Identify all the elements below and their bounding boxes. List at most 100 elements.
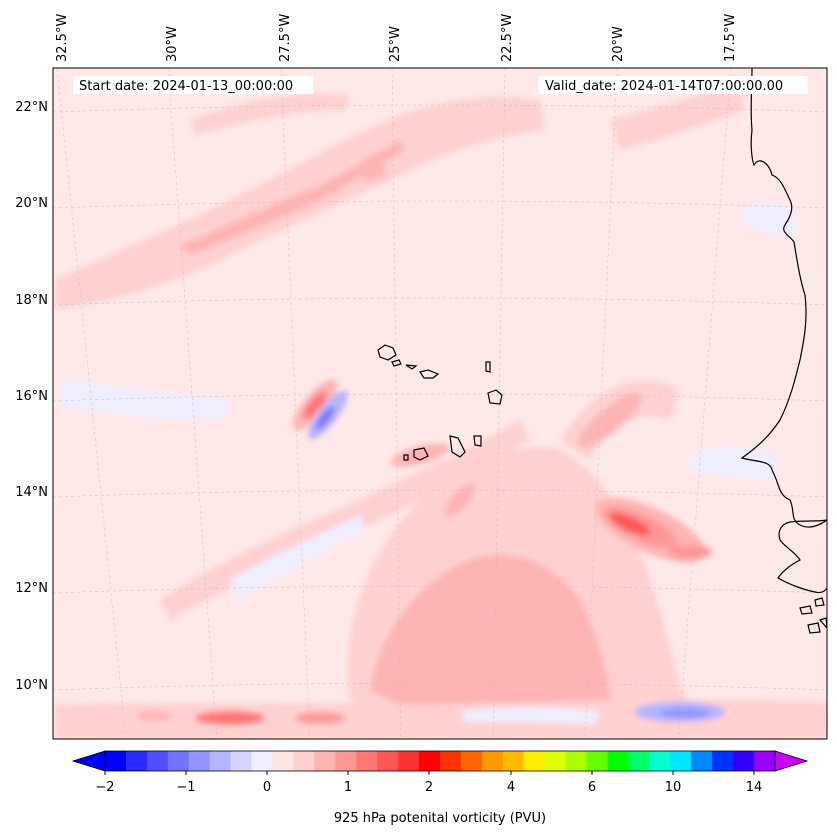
colorbar-segment [481, 751, 504, 771]
lat-label: 20°N [15, 196, 48, 211]
colorbar-segment [251, 751, 274, 771]
colorbar-segment [356, 751, 378, 771]
island-santiago [449, 435, 466, 458]
pv-red-streak-3 [137, 711, 173, 721]
pv-red-streak-1 [195, 711, 265, 725]
cb-tick-label: −2 [95, 780, 114, 795]
cb-tick-label: 6 [588, 780, 596, 795]
colorbar-segment [607, 751, 630, 771]
colorbar-segment [230, 751, 253, 771]
colorbar-segment [733, 751, 755, 771]
pv-red-vortex-core [303, 391, 327, 419]
colorbar-segment [272, 751, 295, 771]
colorbar: −2 −1 0 1 2 4 6 10 14 925 hPa potenital … [71, 750, 809, 826]
start-date-box [73, 76, 313, 94]
pv-red-tail-east [668, 545, 712, 559]
lon-label: 30°W [165, 26, 180, 62]
lat-gridline [53, 393, 827, 402]
lat-gridline [53, 104, 827, 113]
pv-blue-east [690, 447, 780, 480]
pv-patch-top [190, 93, 350, 135]
colorbar-segment [502, 751, 525, 771]
colorbar-ticks: −2 −1 0 1 2 4 6 10 14 [95, 771, 762, 795]
colorbar-segment [398, 751, 420, 771]
colorbar-segment [649, 751, 671, 771]
cb-tick-label: 4 [507, 780, 515, 795]
colorbar-segment [125, 751, 148, 771]
pv-red-patch-2 [578, 392, 642, 448]
pv-red-patch-3 [355, 160, 385, 180]
pv-contour-field [55, 85, 827, 739]
lat-gridline [53, 489, 827, 498]
colorbar-over-arrow [774, 750, 809, 772]
lat-gridline [53, 585, 827, 594]
colorbar-under-arrow [71, 750, 106, 772]
colorbar-segment [146, 751, 169, 771]
cb-tick-label: 14 [746, 780, 763, 795]
lon-label: 22.5°W [500, 14, 515, 62]
valid-date-text: Valid_date: 2024-01-14T07:00:00.00 [545, 79, 783, 94]
lat-label: 18°N [15, 293, 48, 308]
pv-blue-ne [740, 203, 800, 240]
colorbar-segment [460, 751, 483, 771]
colorbar-segment [544, 751, 567, 771]
pv-red-blob-east-core [609, 512, 651, 536]
lon-gridline [280, 68, 310, 739]
valid-date-box [538, 76, 808, 94]
lon-label: 17.5°W [723, 14, 738, 62]
colorbar-segment [440, 751, 462, 771]
pv-band-upper-right [610, 85, 745, 150]
colorbar-segments [105, 751, 776, 771]
cb-tick-label: 2 [425, 780, 433, 795]
colorbar-segment [754, 751, 776, 771]
cb-tick-label: 0 [263, 780, 271, 795]
lat-gridline [53, 200, 827, 209]
pv-blue-vortex-core [315, 406, 335, 430]
colorbar-segment [712, 751, 734, 771]
lat-gridline [53, 297, 827, 306]
colorbar-segment [335, 751, 357, 771]
lon-label: 25°W [388, 26, 403, 62]
lon-gridline [678, 68, 732, 739]
lat-label: 12°N [15, 581, 48, 596]
colorbar-segment [314, 751, 336, 771]
island-boa-vista [487, 389, 503, 405]
island-sao-nicolau [405, 364, 440, 379]
island-fogo [413, 447, 429, 461]
colorbar-segment [565, 751, 588, 771]
bissau-islands [799, 597, 827, 634]
start-date-text: Start date: 2024-01-13_00:00:00 [79, 79, 293, 94]
island-maio [473, 435, 482, 447]
colorbar-segment [167, 751, 190, 771]
pv-south-core [370, 554, 610, 708]
colorbar-segment [377, 751, 399, 771]
pv-red-patch-4 [444, 482, 476, 518]
colorbar-segment [419, 751, 441, 771]
map-frame [52, 67, 828, 740]
lat-gridline [53, 682, 827, 691]
pv-bottom-band [55, 699, 827, 739]
coastlines [377, 68, 827, 634]
map-gridlines [53, 68, 827, 739]
lon-label: 32.5°W [55, 14, 70, 62]
pv-blue-mid [230, 515, 365, 600]
lon-gridline [584, 68, 618, 739]
lon-label: 20°W [611, 26, 626, 62]
colorbar-segment [628, 751, 650, 771]
pv-blue-west [60, 380, 230, 420]
longitude-labels: 32.5°W 30°W 27.5°W 25°W 22.5°W 20°W 17.5… [55, 14, 738, 62]
latitude-labels: 22°N 20°N 18°N 16°N 14°N 12°N 10°N [15, 100, 48, 693]
lat-label: 22°N [15, 100, 48, 115]
senegal-gambia-coast [777, 519, 827, 594]
lat-label: 16°N [15, 389, 48, 404]
cb-tick-label: 1 [344, 780, 352, 795]
lat-label: 14°N [15, 485, 48, 500]
island-santo-antao [377, 344, 397, 361]
pv-blue-south [460, 707, 600, 725]
colorbar-segment [105, 751, 127, 771]
colorbar-segment [586, 751, 609, 771]
pv-red-streak-2 [295, 712, 345, 724]
colorbar-segment [691, 751, 713, 771]
island-sal [485, 361, 491, 373]
